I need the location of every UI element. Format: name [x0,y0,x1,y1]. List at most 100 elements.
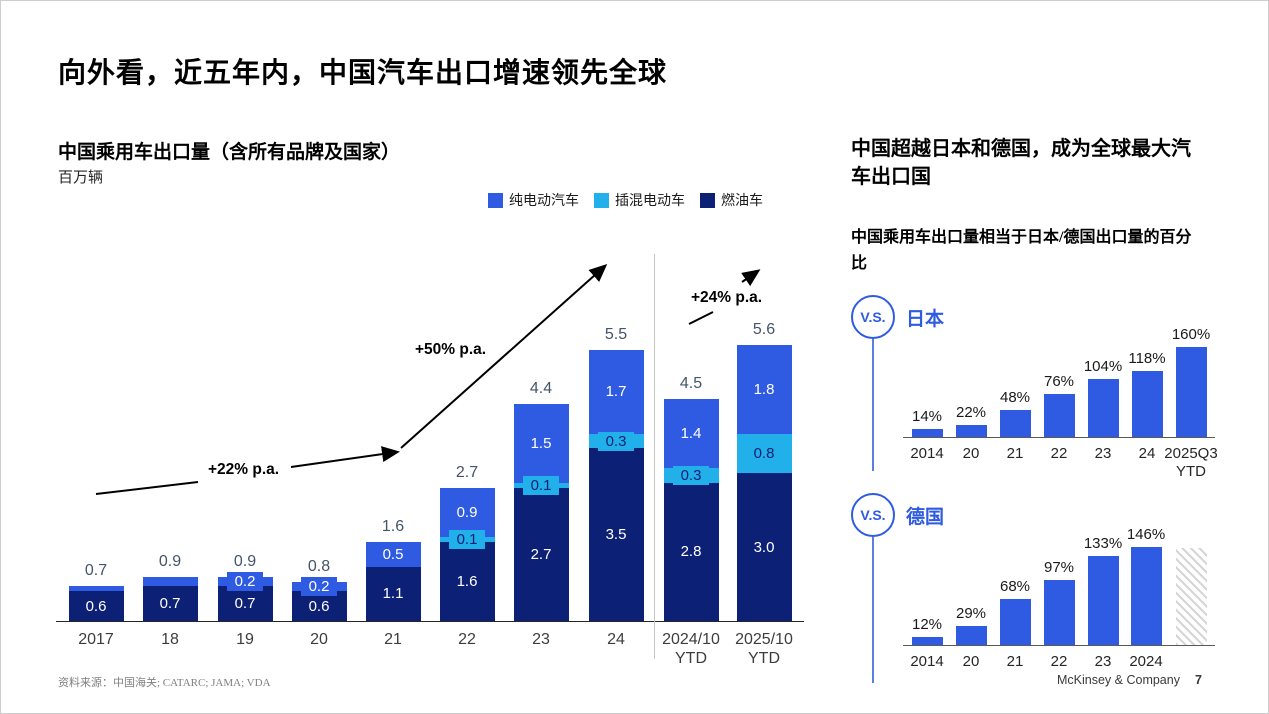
germany-x-tick: 23 [1094,653,1112,670]
bar-value-badge: 0.2 [301,576,337,596]
bar-segment-ice [588,448,644,621]
bar-value-label: 1.5 [530,435,552,453]
japan-value-label: 76% [1043,373,1075,391]
x-tick-label: 2017 [78,631,114,648]
bar-value-badge: 0.3 [598,431,634,451]
bar-total-label: 0.8 [307,557,331,575]
bar-value-label: 2.8 [680,543,702,561]
japan-value-label: 48% [999,389,1031,406]
germany-x-tick: 2014 [910,653,944,670]
bar-value-label: 3.0 [753,538,775,556]
bar-segment-bev [439,487,495,538]
bar-segment-bev [68,586,124,592]
x-tick-label: 21 [384,631,402,648]
bar-value-badge: 0.2 [227,572,263,592]
bar-total-label: 0.9 [233,552,257,570]
germany-x-tick: 20 [962,653,980,670]
germany-bar [1087,555,1119,645]
bar-value-label: 1.6 [456,573,478,591]
vs-japan-label: 日本 [906,309,945,330]
bar-segment-ice [736,473,792,621]
germany-bar [955,625,987,645]
germany-x-axis [903,645,1215,646]
japan-bar [1175,347,1207,437]
bar-value-badge: 0.1 [523,475,559,495]
legend-item-bev: 纯电动汽车 [488,190,579,210]
bar-value-label: 0.6 [308,597,330,615]
germany-value-label: 68% [999,578,1031,596]
bar-value-label: 0.8 [753,444,775,462]
x-tick-label: 20 [310,631,328,648]
japan-x-axis [903,437,1215,438]
bar-value-label: 1.8 [753,380,775,398]
legend-swatch-phev [594,192,609,208]
japan-bar [1087,378,1119,437]
x-tick-label: 22 [458,631,476,648]
bar-value-label: 0.9 [456,504,478,522]
japan-x-tick: 24 [1138,445,1156,462]
legend: 纯电动汽车 插混电动车 燃油车 [488,190,763,210]
vs-connector-line-2 [872,537,874,683]
legend-label-ice: 燃油车 [721,194,763,209]
japan-bar [955,424,987,437]
germany-bar [1130,547,1162,645]
bar-segment-ice [142,586,198,621]
germany-value-label: 12% [911,615,943,633]
japan-x-tick: 2025Q3 YTD [1164,445,1218,480]
right-panel-title: 中国超越日本和德国，成为全球最大汽车出口国 [851,138,1191,188]
legend-swatch-ice [700,192,715,208]
bar-value-label: 2.7 [530,545,552,563]
bar-total-label: 0.7 [84,562,108,580]
bar-value-label: 0.6 [85,597,107,615]
bar-total-label: 2.7 [455,463,479,481]
bar-segment-bev [142,576,198,587]
bar-segment-ice [291,591,347,621]
bar-value-label: 1.1 [382,585,404,603]
germany-x-tick: 2024 [1129,653,1163,670]
bar-value-badge: 0.3 [673,466,709,486]
x-tick-label: 24 [607,631,625,648]
right-panel-subtitle: 中国乘用车出口量相当于日本/德国出口量的百分比 [851,229,1192,272]
bar-total-label: 4.5 [679,375,703,393]
bar-value-badge: 0.1 [449,530,485,550]
japan-value-label: 118% [1128,349,1166,367]
legend-item-ice: 燃油车 [700,190,763,210]
growth-annotation-22pct: +22% p.a. [208,461,280,478]
japan-x-tick: 20 [962,445,980,462]
vs-germany-label: 德国 [906,507,945,528]
japan-value-label: 160% [1171,326,1211,343]
japan-bar [1043,394,1075,437]
germany-bar [911,636,943,645]
bar-segment-ice [439,542,495,621]
footer-brand: McKinsey & Company [1057,673,1180,687]
germany-value-label: 133% [1083,534,1123,552]
japan-x-tick: 2014 [910,445,944,462]
bar-segment-ice [68,591,124,621]
x-tick-label: 2024/10 YTD [662,631,720,667]
footer-source: 资料来源：中国海关; CATARC; JAMA; VDA [58,677,271,689]
bar-segment-ice [365,566,421,621]
bar-segment-phev [736,433,792,474]
germany-value-label: 29% [955,604,987,622]
growth-annotation-24pct: +24% p.a. [691,289,763,306]
main-x-axis [56,621,804,622]
japan-value-label: 22% [955,403,987,421]
x-tick-label: 18 [161,631,179,648]
japan-bar [999,410,1031,437]
japan-x-tick: 21 [1006,445,1024,462]
x-tick-label: 19 [236,631,254,648]
bar-total-label: 5.6 [752,320,776,338]
bar-segment-ice [513,487,569,621]
germany-x-tick: 22 [1050,653,1068,670]
bar-value-label: 1.4 [680,425,702,443]
footer-page-number: 7 [1195,673,1202,687]
bar-total-label: 4.4 [529,380,553,398]
legend-item-phev: 插混电动车 [594,190,685,210]
bar-total-label: 0.9 [158,552,182,570]
bar-total-label: 1.6 [381,518,405,536]
japan-x-tick: 23 [1094,445,1112,462]
germany-value-label: 146% [1126,526,1166,544]
germany-x-tick: 21 [1006,653,1024,670]
